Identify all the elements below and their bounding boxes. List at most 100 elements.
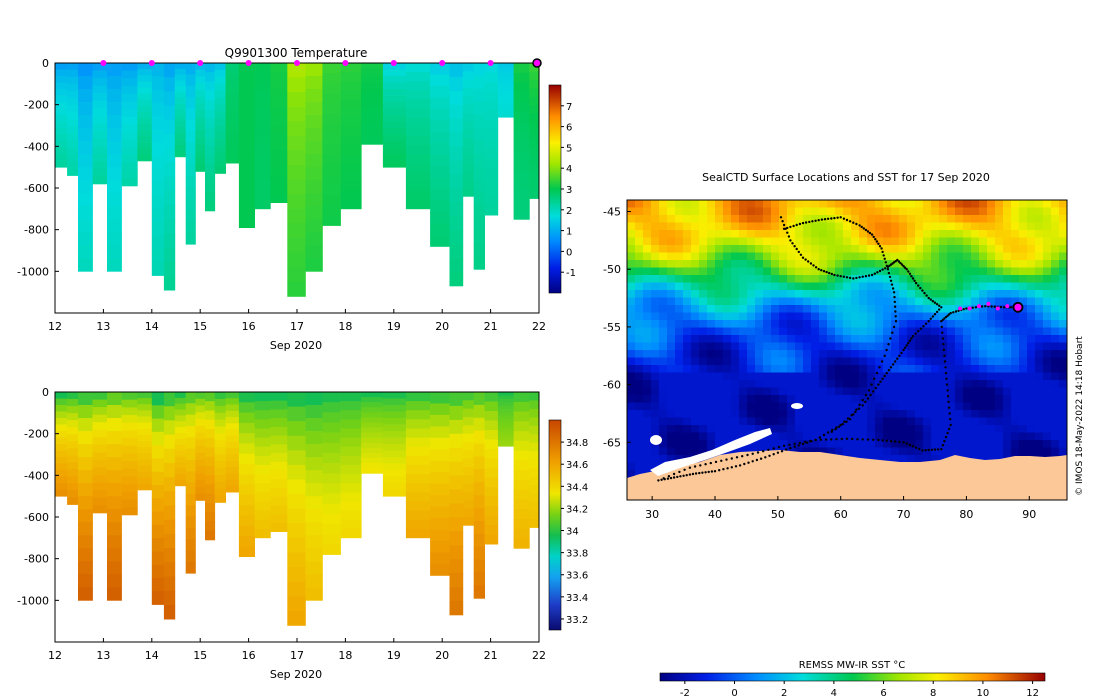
sst-cell [859,275,868,283]
profile-cell [462,400,475,409]
sst-cell [795,410,804,418]
track-point [848,276,852,280]
sst-cell [995,252,1004,261]
profile-cell [107,587,122,601]
track-point [877,383,880,386]
profile-cell [513,528,530,539]
sst-cell [899,222,908,231]
sst-cell [1003,387,1012,396]
profile-cell [137,471,153,479]
sst-cell [955,342,964,351]
sst-cell [731,267,740,276]
track-point [808,220,811,224]
profile-cell [195,103,206,111]
profile-cell [305,574,323,588]
sst-cell [803,395,812,403]
colorbar-tick-label: 34 [566,527,579,538]
sst-cell [691,267,700,276]
sst-cell [707,387,716,396]
sst-cell [915,245,924,253]
profile-cell [287,267,306,283]
track-point [858,224,861,227]
surface-marker [487,60,494,66]
sst-cell [915,380,924,388]
sst-cell [963,342,972,351]
sst-cell [643,380,652,388]
sst-cell [627,305,636,313]
sst-cell [771,335,780,343]
profile-cell [254,428,271,438]
profile-cell [214,63,226,71]
sst-cell [915,275,924,283]
sst-cell [899,410,908,418]
profile-cell [361,118,384,125]
profile-cell [151,564,165,579]
sst-cell [987,290,996,298]
sst-cell [891,447,900,456]
track-point [814,438,817,442]
profile-cell [107,457,122,471]
profile-cell [449,392,464,407]
profile-cell [225,150,240,158]
sst-cell [867,245,876,253]
sst-cell [707,350,716,358]
sst-cell [971,357,980,366]
sst-cell [731,290,740,298]
sst-cell [755,215,764,223]
sst-cell [923,215,932,223]
profile-cell [55,141,68,148]
profile-cell [513,160,530,171]
track-point [660,478,663,481]
sst-cell [747,260,756,268]
profile-cell [287,121,306,137]
sst-cell [739,372,748,381]
profile-cell [361,93,384,99]
profile-cell [137,87,153,94]
profile-cell [322,392,341,403]
profile-cell [430,189,450,201]
sst-cell [835,342,844,351]
track-point [974,306,978,309]
profile-cell [405,190,431,201]
track-point [866,230,870,233]
sst-cell [955,297,964,306]
sst-cell [763,297,772,306]
profile-cell [238,186,255,198]
sst-cell [843,365,852,373]
sst-cell [1011,297,1020,306]
sst-cell [1011,417,1020,426]
profile-cell [254,154,271,164]
profile-cell [254,181,271,191]
profile-cell [484,458,499,469]
sst-cell [827,447,836,456]
sst-cell [643,410,652,418]
sst-cell [643,417,652,426]
profile-cell [225,63,240,70]
profile-cell [513,421,530,432]
sst-cell [715,305,724,313]
profile-cell [497,110,514,115]
sst-cell [731,402,740,411]
sst-cell [995,417,1004,426]
sst-cell [883,410,892,418]
sst-cell [707,327,716,336]
profile-cell [137,453,153,460]
sst-cell [795,342,804,351]
profile-cell [405,108,431,119]
sst-cell [995,267,1004,276]
sst-cell [699,395,708,403]
sst-cell [699,447,708,456]
track-point [892,291,896,294]
sst-cell [835,387,844,396]
profile-cell [67,63,79,71]
profile-cell [195,446,206,454]
sst-cell [1059,230,1067,238]
track-point [823,218,827,221]
profile-cell [430,483,450,496]
track-point [801,256,805,259]
profile-cell [55,121,68,129]
sst-cell [987,417,996,426]
sst-cell [723,425,732,433]
sst-cell [843,222,852,231]
sst-cell [795,222,804,231]
